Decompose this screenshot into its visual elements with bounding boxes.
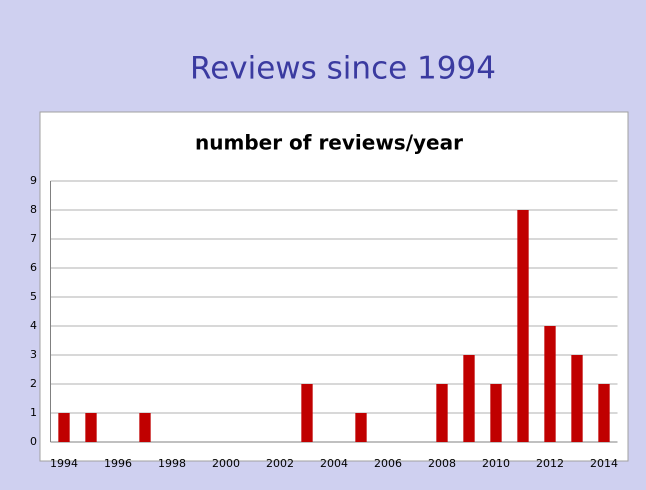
y-tick-label: 7 (30, 232, 37, 245)
x-tick-label: 2000 (212, 457, 240, 470)
x-tick-label: 1994 (50, 457, 78, 470)
x-tick-label: 2006 (374, 457, 402, 470)
bar (490, 384, 502, 442)
bar (58, 413, 70, 442)
bar (85, 413, 97, 442)
y-tick-label: 5 (30, 290, 37, 303)
bar (571, 355, 583, 442)
x-tick-label: 2008 (428, 457, 456, 470)
chart-frame (39, 111, 629, 462)
x-tick-label: 2002 (266, 457, 294, 470)
x-tick-label: 1996 (104, 457, 132, 470)
y-tick-label: 4 (30, 319, 37, 332)
chart-title: number of reviews/year (195, 131, 463, 155)
y-tick-label: 0 (30, 435, 37, 448)
bar (517, 210, 529, 442)
y-tick-label: 1 (30, 406, 37, 419)
x-tick-label: 2014 (590, 457, 618, 470)
bar (598, 384, 610, 442)
y-tick-label: 9 (30, 174, 37, 187)
bar (139, 413, 151, 442)
x-tick-label: 2010 (482, 457, 510, 470)
x-tick-label: 1998 (158, 457, 186, 470)
bar (544, 326, 556, 442)
y-tick-label: 6 (30, 261, 37, 274)
x-tick-label: 2012 (536, 457, 564, 470)
x-tick-label: 2004 (320, 457, 348, 470)
y-tick-label: 8 (30, 203, 37, 216)
bar (436, 384, 448, 442)
bar (355, 413, 367, 442)
y-tick-label: 2 (30, 377, 37, 390)
y-tick-label: 3 (30, 348, 37, 361)
bar (301, 384, 313, 442)
bar (463, 355, 475, 442)
slide-title: Reviews since 1994 (190, 51, 496, 87)
